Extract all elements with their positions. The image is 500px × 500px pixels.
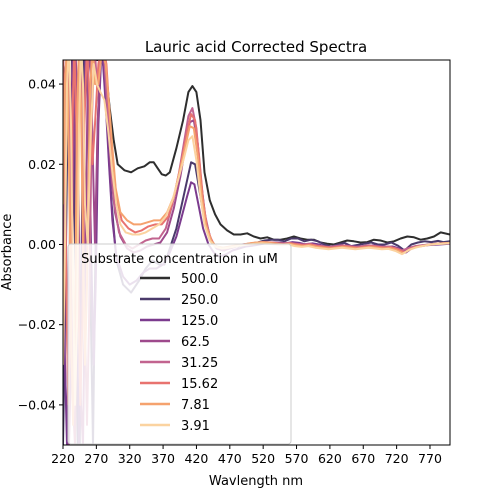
x-tick-label: 720 xyxy=(385,451,409,466)
legend-box xyxy=(67,243,292,445)
x-tick-label: 370 xyxy=(151,451,175,466)
legend-entry-label: 125.0 xyxy=(181,314,218,329)
y-tick-label: −0.04 xyxy=(18,397,56,412)
x-tick-label: 670 xyxy=(351,451,375,466)
x-axis-title: Wavlength nm xyxy=(209,474,303,489)
y-axis-title: Absorbance xyxy=(0,214,15,291)
plot-frame xyxy=(62,59,451,446)
y-tick-label: 0.04 xyxy=(28,77,56,92)
series-line-3-91 xyxy=(63,60,450,406)
x-tick-label: 420 xyxy=(185,451,209,466)
x-tick-label: 570 xyxy=(285,451,309,466)
legend-entry-label: 250.0 xyxy=(181,293,218,308)
x-tick-label: 220 xyxy=(51,451,75,466)
series-layer xyxy=(63,60,450,445)
legend-title: Substrate concentration in uM xyxy=(81,252,278,267)
y-tick-label: 0.02 xyxy=(28,157,56,172)
x-tick-label: 470 xyxy=(218,451,242,466)
legend-entry-label: 15.62 xyxy=(181,377,218,392)
axes-layer: 220 270 320 370 420 470 520 570 620 670 720 770 −0.0… xyxy=(18,77,442,466)
x-tick-label: 520 xyxy=(251,451,275,466)
legend-entry-label: 31.25 xyxy=(181,356,218,371)
x-tick-label: 620 xyxy=(318,451,342,466)
x-tick-label: 270 xyxy=(84,451,108,466)
legend-entry-label: 3.91 xyxy=(181,419,210,434)
x-tick-label: 320 xyxy=(118,451,142,466)
legend: Substrate concentration in uM 500.0 250.0 1… xyxy=(67,243,292,445)
x-tick-label: 770 xyxy=(418,451,442,466)
y-tick-label: 0.00 xyxy=(28,237,56,252)
legend-entry-label: 62.5 xyxy=(181,335,210,350)
legend-entry-label: 7.81 xyxy=(181,398,210,413)
legend-entry-label: 500.0 xyxy=(181,272,218,287)
y-tick-label: −0.02 xyxy=(18,317,56,332)
chart-title: Lauric acid Corrected Spectra xyxy=(145,38,367,56)
